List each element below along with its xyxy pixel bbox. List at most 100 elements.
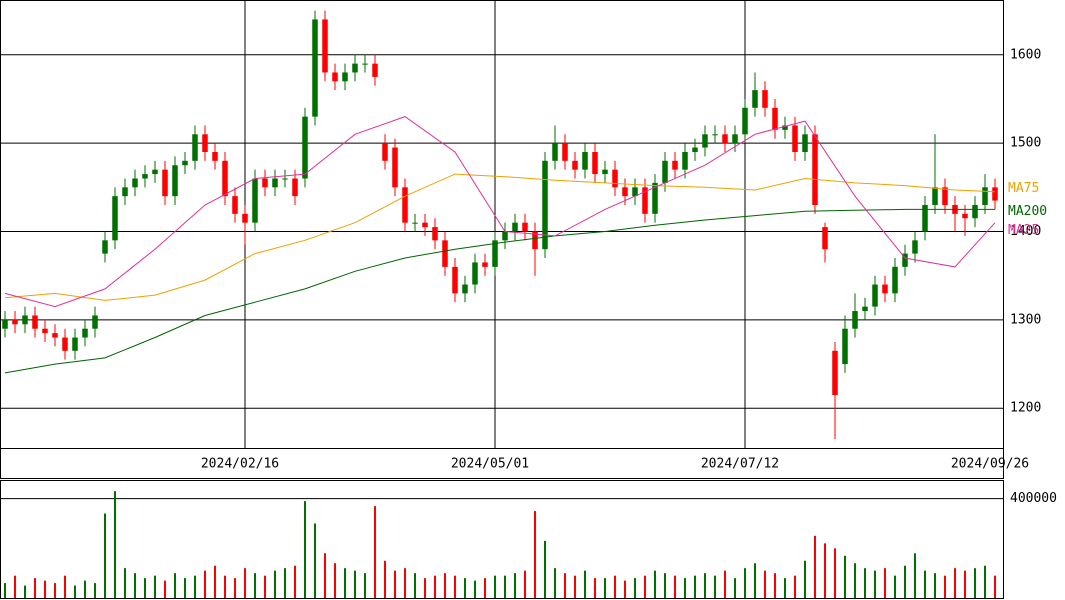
candle-body	[972, 205, 978, 219]
candle-body	[942, 187, 948, 206]
candle-body	[122, 187, 128, 197]
legend-label: MA25	[1008, 223, 1039, 238]
volume-bar	[544, 540, 546, 598]
candle-body	[452, 266, 458, 294]
volume-bar	[824, 543, 826, 598]
volume-bar	[724, 570, 726, 598]
volume-bar	[674, 575, 676, 598]
volume-bar	[694, 575, 696, 598]
volume-bar	[294, 565, 296, 598]
volume-bar	[614, 575, 616, 598]
volume-bar	[284, 568, 286, 598]
volume-bar	[414, 573, 416, 598]
candle-body	[142, 174, 148, 179]
volume-bar	[604, 578, 606, 598]
volume-bar	[504, 575, 506, 598]
candle-body	[312, 19, 318, 117]
volume-bar	[524, 570, 526, 598]
volume-bar	[364, 573, 366, 598]
volume-bar	[534, 511, 536, 598]
volume-bar	[114, 491, 116, 598]
volume-bar	[194, 575, 196, 598]
candle-body	[892, 266, 898, 294]
volume-bar	[144, 578, 146, 598]
candle-body	[192, 134, 198, 161]
volume-bar	[354, 570, 356, 598]
volume-bar	[654, 570, 656, 598]
volume-bar	[884, 568, 886, 598]
volume-bar	[584, 570, 586, 598]
volume-bar	[454, 575, 456, 598]
candle-body	[432, 227, 438, 241]
volume-bar	[564, 573, 566, 598]
candle-body	[982, 187, 988, 206]
candle-body	[492, 240, 498, 267]
candle-body	[872, 284, 878, 307]
candle-body	[612, 169, 618, 188]
volume-bar	[434, 575, 436, 598]
candle-body	[482, 262, 488, 267]
volume-bar	[964, 570, 966, 598]
volume-bar	[4, 583, 6, 598]
candle-body	[272, 178, 278, 188]
volume-bar	[84, 580, 86, 598]
candle-body	[992, 187, 998, 201]
candle-body	[52, 333, 58, 338]
volume-bar	[634, 578, 636, 598]
candle-body	[382, 143, 388, 161]
candle-body	[542, 160, 548, 250]
moving-average-line	[4, 208, 995, 374]
candle-body	[42, 328, 48, 334]
candle-body	[262, 178, 268, 188]
volume-bar	[174, 573, 176, 598]
candle-body	[772, 107, 778, 130]
candle-body	[932, 187, 938, 206]
candle-body	[532, 231, 538, 250]
volume-bar	[184, 578, 186, 598]
candle-body	[812, 134, 818, 206]
volume-bar	[904, 565, 906, 598]
volume-bar	[624, 580, 626, 598]
volume-bar	[994, 575, 996, 598]
candle-body	[32, 315, 38, 329]
candle-body	[172, 165, 178, 197]
volume-bar	[774, 573, 776, 598]
candle-body	[202, 134, 208, 152]
candle-body	[302, 116, 308, 179]
volume-bar	[444, 573, 446, 598]
candle-body	[412, 222, 418, 224]
candle-body	[82, 328, 88, 338]
candle-body	[682, 151, 688, 170]
legend-label: MA200	[1008, 204, 1047, 219]
volume-bar	[644, 575, 646, 598]
candle-body	[742, 107, 748, 135]
volume-bar	[274, 570, 276, 598]
candle-body	[672, 160, 678, 170]
candle-body	[512, 222, 518, 232]
volume-bar	[924, 570, 926, 598]
volume-bar	[574, 575, 576, 598]
candle-body	[902, 253, 908, 267]
candle-body	[652, 182, 658, 214]
volume-bar	[554, 568, 556, 598]
candle-body	[162, 169, 168, 197]
candle-body	[912, 240, 918, 254]
candle-body	[842, 328, 848, 365]
volume-bar	[484, 578, 486, 598]
candle-body	[762, 90, 768, 108]
candle-body	[592, 151, 598, 175]
candle-body	[362, 63, 368, 65]
volume-bar	[814, 535, 816, 598]
candle-body	[112, 196, 118, 241]
y-tick-label: 1200	[1010, 401, 1041, 416]
candle-body	[462, 284, 468, 294]
candle-body	[472, 262, 478, 285]
volume-bar	[804, 560, 806, 598]
candle-body	[662, 160, 668, 183]
volume-bar	[264, 575, 266, 598]
candle-body	[732, 134, 738, 144]
volume-bar	[314, 523, 316, 598]
candle-body	[572, 160, 578, 170]
candle-body	[642, 187, 648, 214]
candle-body	[632, 187, 638, 197]
